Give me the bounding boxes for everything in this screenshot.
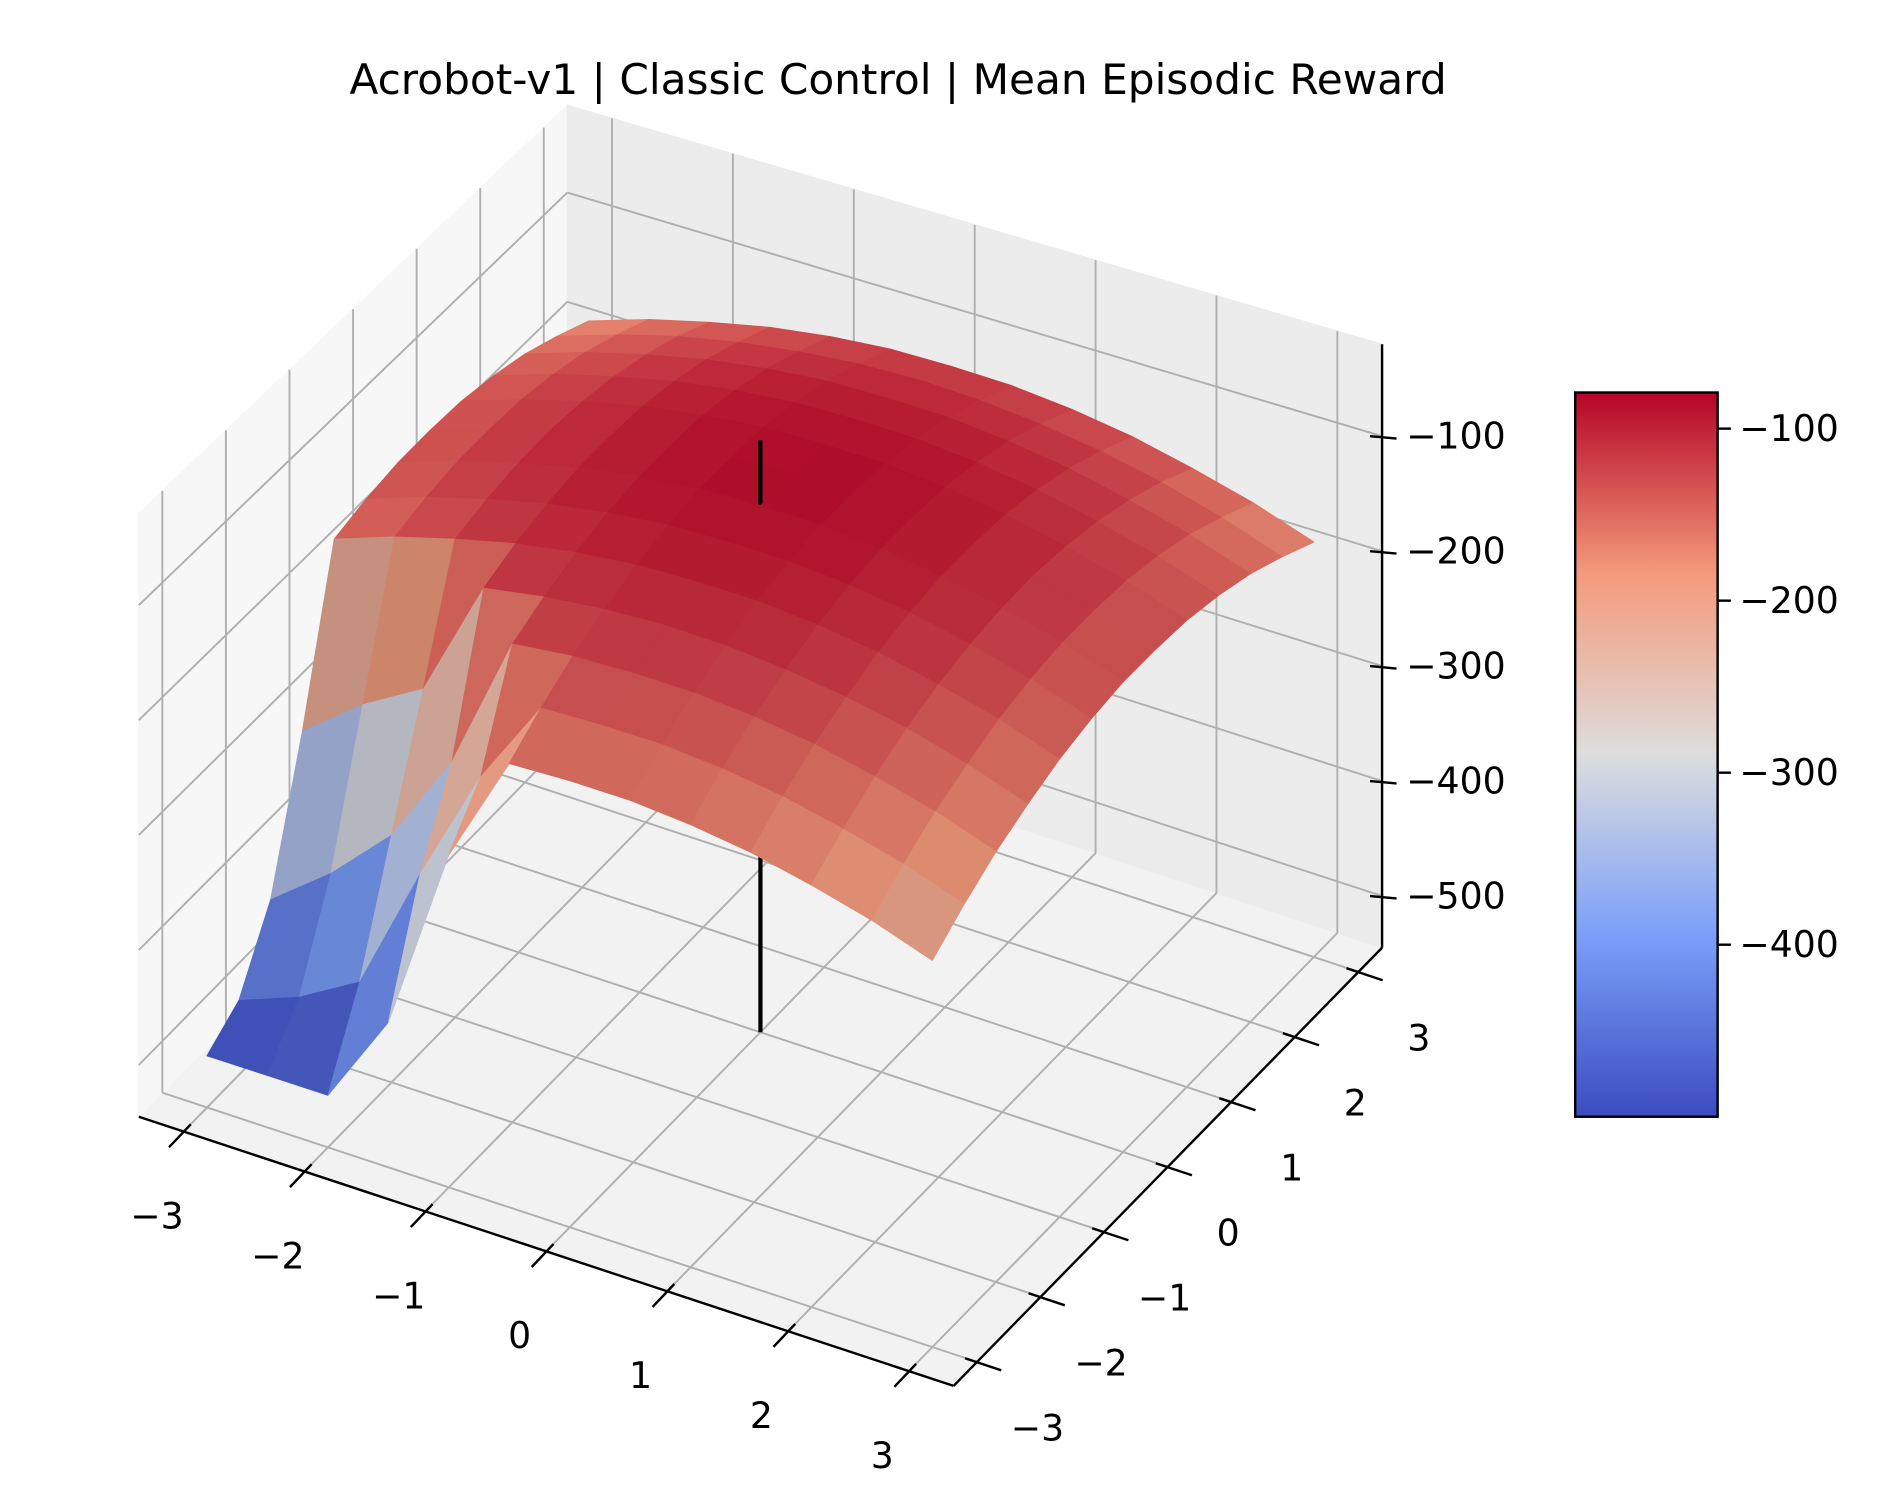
tick-mark <box>289 1163 313 1188</box>
tick-mark <box>1369 779 1397 785</box>
tick-mark <box>168 1123 192 1149</box>
grid-line <box>567 191 1383 438</box>
y-tick-label: 2 <box>1344 1082 1367 1125</box>
tick-mark <box>893 1363 917 1388</box>
tick-mark <box>1369 549 1397 555</box>
y-tick-label: 1 <box>1280 1147 1303 1190</box>
surface-facet <box>871 863 965 961</box>
tick-mark <box>1369 434 1397 440</box>
z-tick-label: −300 <box>1406 645 1505 688</box>
grid-line <box>289 961 1105 1233</box>
grid-line <box>162 1091 978 1363</box>
tick-mark <box>1091 1227 1129 1242</box>
tick-mark <box>651 1283 676 1308</box>
z-tick-label: −400 <box>1406 759 1505 802</box>
y-tick-label: 3 <box>1407 1017 1430 1060</box>
grid-line <box>138 301 568 721</box>
tick-mark <box>1155 1162 1193 1177</box>
tick-mark <box>1369 894 1397 900</box>
tick-mark <box>1218 1097 1256 1112</box>
tick-mark <box>1369 664 1397 670</box>
y-tick-label: −1 <box>1138 1277 1191 1320</box>
x-tick-label: 3 <box>871 1434 894 1477</box>
grid-line <box>416 831 1232 1103</box>
colorbar <box>1573 391 1719 1118</box>
tick-mark <box>772 1323 797 1348</box>
x-tick-label: 1 <box>629 1354 652 1397</box>
x-tick-label: −1 <box>372 1274 425 1317</box>
colorbar-tick-label: −400 <box>1739 923 1838 966</box>
z-tick-label: −100 <box>1406 415 1505 458</box>
tick-mark <box>964 1357 1002 1372</box>
x-tick-label: 0 <box>508 1314 531 1357</box>
colorbar-tick-label: −100 <box>1739 407 1838 450</box>
grid-line <box>225 1026 1041 1298</box>
tick-mark <box>1346 967 1384 982</box>
x-tick-label: −3 <box>130 1194 183 1237</box>
z-tick-label: −500 <box>1406 874 1505 917</box>
y-tick-label: 0 <box>1217 1212 1240 1255</box>
chart-title: Acrobot-v1 | Classic Control | Mean Epis… <box>349 55 1446 104</box>
tick-mark <box>409 1203 434 1228</box>
tick-mark <box>530 1243 555 1268</box>
colorbar-tick-label: −200 <box>1739 579 1838 622</box>
y-tick-label: −3 <box>1011 1407 1064 1450</box>
colorbar-tick-label: −300 <box>1739 751 1838 794</box>
x-tick-label: 2 <box>750 1394 773 1437</box>
z-tick-label: −200 <box>1406 530 1505 573</box>
x-tick-label: −2 <box>251 1234 304 1277</box>
grid-line <box>138 191 568 606</box>
tick-mark <box>1282 1032 1320 1047</box>
y-tick-label: −2 <box>1074 1342 1127 1385</box>
tick-mark <box>1028 1292 1066 1307</box>
